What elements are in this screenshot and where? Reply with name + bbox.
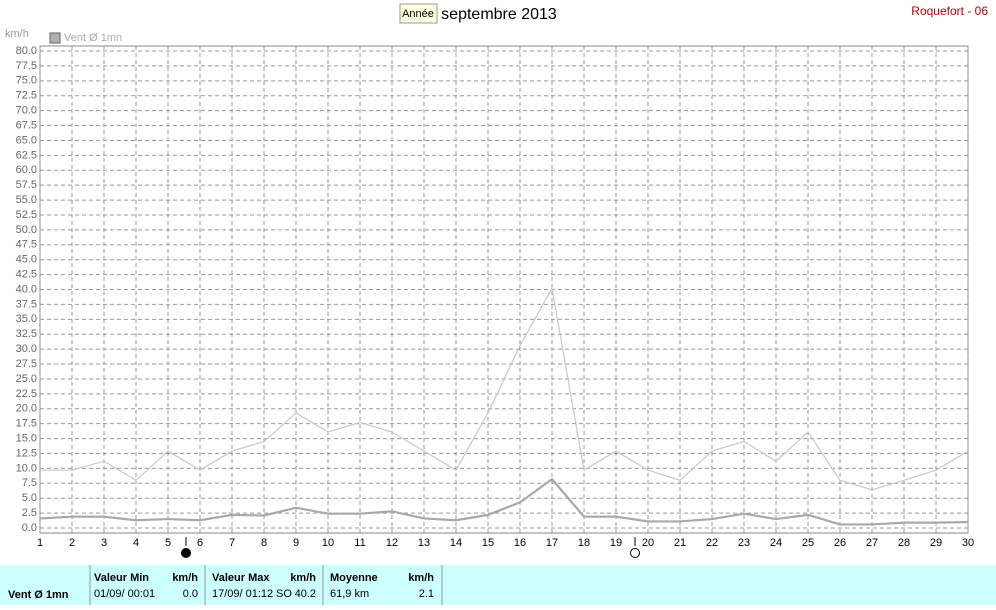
x-tick-label: 22 — [706, 537, 718, 549]
y-tick-label: 20.0 — [16, 403, 37, 415]
y-tick-label: 47.5 — [16, 239, 37, 251]
full-moon — [630, 548, 640, 558]
year-button-box[interactable] — [399, 3, 438, 24]
x-tick-label: 1 — [37, 537, 43, 549]
x-tick-label: 6 — [197, 537, 203, 549]
y-tick-label: 7.5 — [22, 477, 37, 489]
x-tick-label: 27 — [866, 537, 878, 549]
x-tick-label: 7 — [229, 537, 235, 549]
year-button[interactable]: Année — [402, 8, 434, 20]
max-dir: SO — [276, 588, 292, 600]
y-tick-label: 52.5 — [16, 209, 37, 221]
y-tick-label: 67.5 — [16, 119, 37, 131]
x-tick-label: 29 — [930, 537, 942, 549]
x-tick-label: 28 — [898, 537, 910, 549]
y-tick-label: 80.0 — [16, 45, 37, 57]
x-tick-label: 14 — [450, 537, 462, 549]
legend-label: Vent Ø 1mn — [64, 32, 122, 44]
x-tick-label: 19 — [610, 537, 622, 549]
y-tick-label: 50.0 — [16, 224, 37, 236]
mean-unit: km/h — [408, 572, 434, 584]
x-tick-label: 25 — [802, 537, 814, 549]
x-tick-label: 30 — [962, 537, 974, 549]
x-tick-label: 11 — [354, 537, 365, 549]
mean-value: 2.1 — [419, 588, 434, 600]
legend-swatch — [49, 32, 61, 44]
x-tick-label: 24 — [770, 537, 782, 549]
y-tick-label: 0.0 — [22, 522, 37, 534]
x-tick-label: 9 — [293, 537, 299, 549]
x-tick-label: 20 — [642, 537, 654, 549]
x-tick-label: 26 — [834, 537, 846, 549]
max-title: Valeur Max — [212, 572, 270, 584]
y-tick-label: 32.5 — [16, 328, 37, 340]
x-tick-label: 15 — [482, 537, 494, 549]
x-tick-label: 17 — [546, 537, 558, 549]
y-tick-label: 40.0 — [16, 283, 37, 295]
y-tick-label: 12.5 — [16, 447, 37, 459]
x-tick-label: 4 — [133, 537, 139, 549]
y-tick-label: 77.5 — [16, 60, 37, 72]
y-tick-label: 22.5 — [16, 388, 37, 400]
y-tick-label: 5.0 — [22, 492, 37, 504]
x-tick-label: 2 — [69, 537, 75, 549]
min-value: 0.0 — [183, 588, 198, 600]
y-tick-label: 37.5 — [16, 298, 37, 310]
x-tick-label: 23 — [738, 537, 750, 549]
station: Roquefort - 06 — [911, 4, 988, 18]
y-tick-label: 65.0 — [16, 134, 37, 146]
x-tick-label: 16 — [514, 537, 526, 549]
x-tick-label: 21 — [674, 537, 686, 549]
x-tick-label: 12 — [386, 537, 398, 549]
new-moon — [181, 548, 191, 558]
y-tick-label: 15.0 — [16, 432, 37, 444]
y-tick-label: 57.5 — [16, 179, 37, 191]
y-tick-label: 17.5 — [16, 418, 37, 430]
min-title: Valeur Min — [94, 572, 149, 584]
y-tick-label: 2.5 — [22, 507, 37, 519]
y-tick-label: 27.5 — [16, 358, 37, 370]
mean-title: Moyenne — [330, 572, 378, 584]
x-tick-label: 13 — [418, 537, 430, 549]
y-tick-label: 55.0 — [16, 194, 37, 206]
min-date: 01/09/ 00:01 — [94, 588, 155, 600]
summary-bg — [0, 565, 996, 605]
y-tick-label: 45.0 — [16, 254, 37, 266]
max-value: 40.2 — [295, 588, 316, 600]
y-tick-label: 10.0 — [16, 462, 37, 474]
y-tick-label: 75.0 — [16, 75, 37, 87]
x-tick-label: 5 — [165, 537, 171, 549]
x-tick-label: 18 — [578, 537, 590, 549]
max-date: 17/09/ 01:12 — [212, 588, 273, 600]
plot: 0.0 2.5 5.0 7.5 10.0 12.5 15.0 17.5 20.0 22.5 25.0… — [16, 45, 975, 549]
y-tick-label: 70.0 — [16, 105, 37, 117]
y-tick-label: 42.5 — [16, 269, 37, 281]
x-tick-label: 8 — [261, 537, 267, 549]
mean-distance: 61,9 km — [330, 588, 369, 600]
summary-panel: Vent Ø 1mn Valeur Min km/h 01/09/ 00:01 … — [0, 565, 996, 605]
series-line — [39, 477, 969, 526]
x-tick-label: 10 — [322, 537, 334, 549]
min-unit: km/h — [172, 572, 198, 584]
y-tick-label: 60.0 — [16, 164, 37, 176]
y-axis-label: km/h — [5, 28, 29, 40]
chart-title: septembre 2013 — [441, 6, 557, 23]
y-tick-label: 35.0 — [16, 313, 37, 325]
x-tick-label: 3 — [101, 537, 107, 549]
max-unit: km/h — [290, 572, 316, 584]
y-tick-label: 25.0 — [16, 373, 37, 385]
y-tick-label: 62.5 — [16, 149, 37, 161]
summary-label: Vent Ø 1mn — [8, 589, 69, 601]
series-line — [40, 286, 969, 491]
y-tick-label: 72.5 — [16, 90, 37, 102]
y-tick-label: 30.0 — [16, 343, 37, 355]
